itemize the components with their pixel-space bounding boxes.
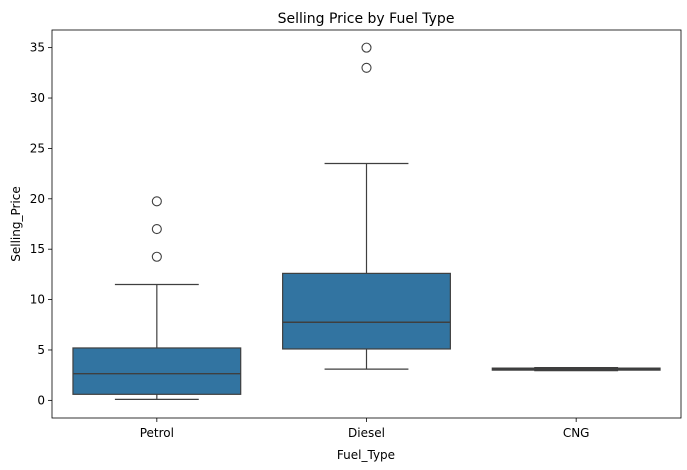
box-diesel [282,272,451,350]
y-tick-label: 10 [30,293,45,307]
x-tick-label: CNG [563,426,590,440]
box-petrol [72,347,242,395]
x-tick-label: Diesel [348,426,385,440]
outlier-point [151,223,162,235]
outlier-point [151,196,162,207]
y-axis-label: Selling_Price [9,186,23,262]
y-tick-label: 30 [30,91,45,105]
x-axis-label: Fuel_Type [337,448,395,462]
plot-area [72,42,661,400]
y-tick-label: 25 [30,141,45,155]
x-tick-label: Petrol [140,426,174,440]
outlier-point [361,42,372,53]
y-tick-label: 15 [30,242,45,256]
outlier-point [151,251,162,262]
y-tick-label: 20 [30,192,45,206]
y-tick-label: 5 [37,343,45,357]
y-tick-label: 0 [37,393,45,407]
y-tick-label: 35 [30,41,45,55]
chart-title: Selling Price by Fuel Type [278,11,455,27]
outlier-point [361,62,372,73]
